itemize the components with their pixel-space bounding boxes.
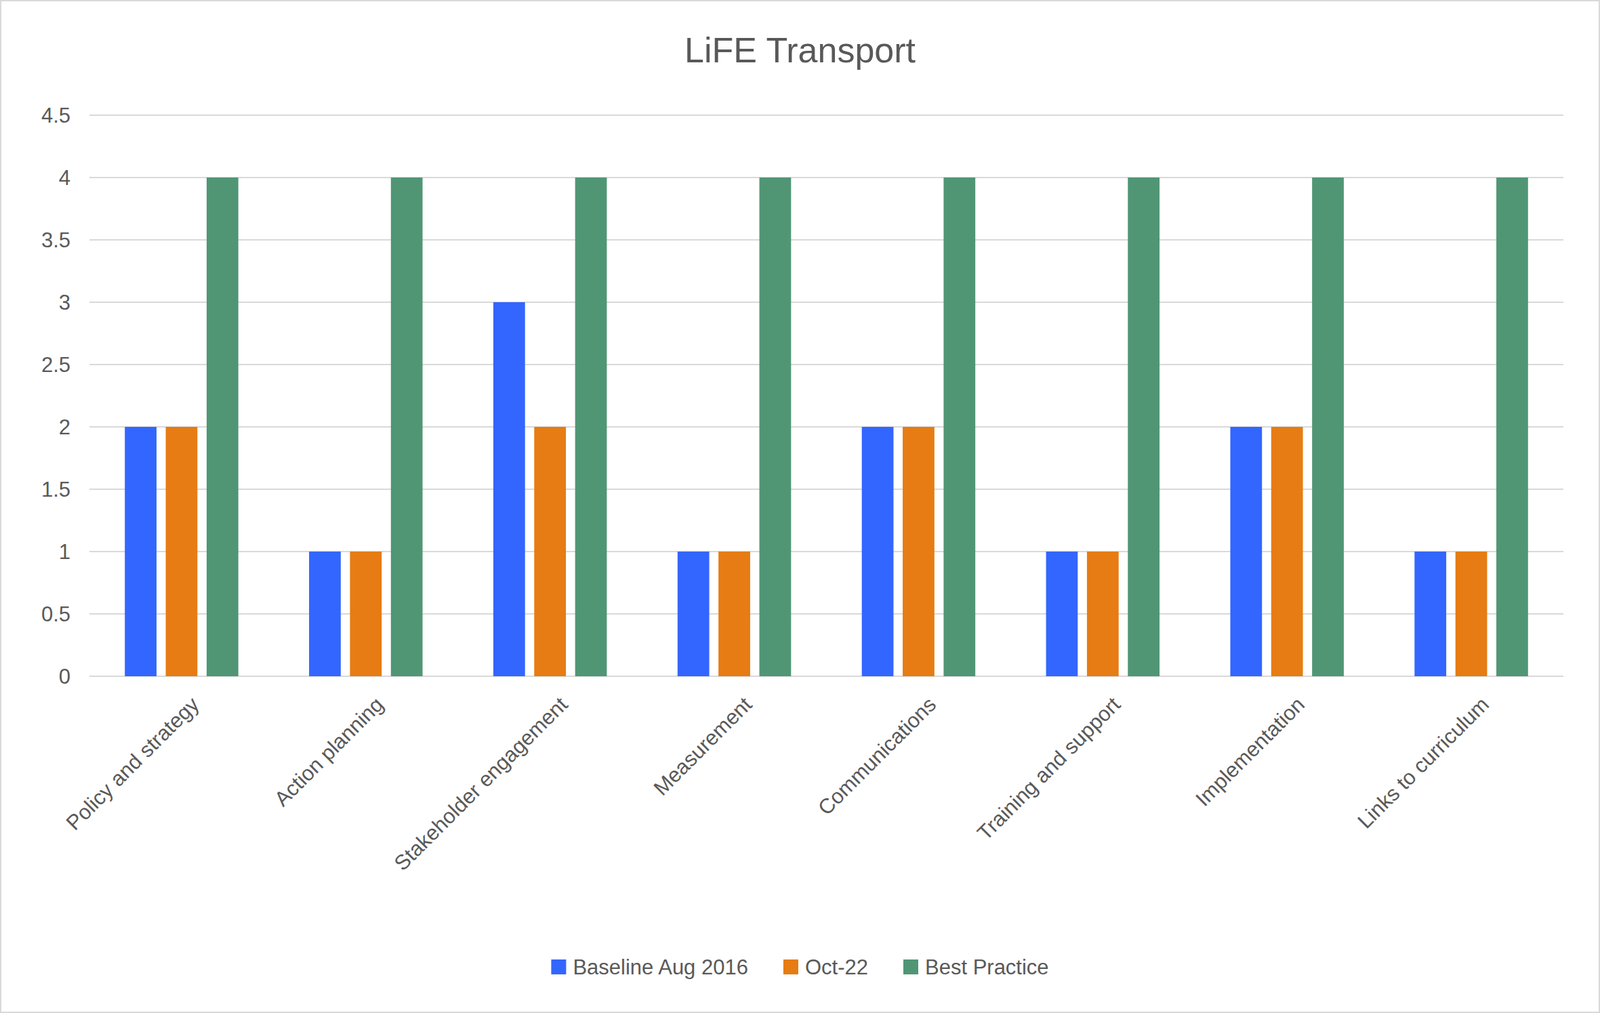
bar	[349, 551, 382, 677]
bar	[1127, 177, 1160, 677]
y-tick-label: 3.5	[41, 228, 71, 253]
y-tick-label: 1.5	[41, 477, 71, 502]
chart-svg: LiFE Transport 0 0.5 1 1.5 2 2.5 3 3.5 4 4.5 Policy…	[0, 0, 1600, 1013]
bar	[493, 302, 526, 677]
grid-line	[89, 114, 1564, 116]
x-tick-label: Action planning	[269, 692, 389, 812]
y-tick-label: 2.5	[41, 353, 71, 377]
x-tick-label: Links to curriculum	[1352, 692, 1493, 833]
x-tick-label: Implementation	[1190, 692, 1310, 812]
y-tick-label: 0.5	[41, 602, 71, 627]
y-tick-label: 0	[58, 664, 71, 689]
legend-swatch	[550, 959, 566, 975]
legend-swatch	[903, 959, 919, 975]
x-tick-label: Policy and strategy	[61, 692, 204, 835]
legend-label: Best Practice	[925, 955, 1050, 980]
x-tick-label: Training and support	[972, 692, 1125, 846]
bar	[677, 551, 710, 677]
bar	[1496, 177, 1529, 677]
bar	[759, 177, 792, 677]
bar	[575, 177, 608, 677]
bar	[309, 551, 341, 677]
y-tick-label: 1	[58, 540, 71, 564]
bar	[902, 426, 935, 677]
chart-border	[0, 0, 1600, 1013]
x-tick-label: Measurement	[649, 692, 757, 801]
x-tick-label: Communications	[813, 692, 941, 820]
bar	[1086, 551, 1119, 677]
bar	[862, 426, 894, 677]
bar	[1271, 426, 1304, 677]
bar	[718, 551, 751, 677]
bar	[943, 177, 976, 677]
x-tick-label: Stakeholder engagement	[389, 692, 573, 876]
bar	[534, 426, 566, 677]
bar	[206, 177, 239, 677]
legend-label: Oct-22	[805, 955, 869, 980]
bar	[391, 177, 423, 677]
bar	[124, 426, 157, 677]
bars	[124, 177, 1529, 677]
chart-title: LiFE Transport	[684, 30, 917, 70]
bar	[1455, 551, 1488, 677]
y-tick-label: 2	[58, 415, 71, 440]
bar	[1046, 551, 1079, 677]
y-tick-label: 4	[58, 166, 71, 190]
legend-swatch	[783, 959, 799, 975]
bar	[166, 426, 198, 677]
bar	[1311, 177, 1344, 677]
legend: Baseline Aug 2016 Oct-22 Best Practice	[550, 955, 1049, 980]
y-tick-label: 4.5	[41, 103, 71, 128]
legend-label: Baseline Aug 2016	[572, 955, 749, 980]
chart-container: LiFE Transport 0 0.5 1 1.5 2 2.5 3 3.5 4 4.5 Policy…	[0, 0, 1600, 1013]
y-tick-label: 3	[58, 290, 71, 315]
bar	[1414, 551, 1447, 677]
bar	[1229, 426, 1262, 677]
